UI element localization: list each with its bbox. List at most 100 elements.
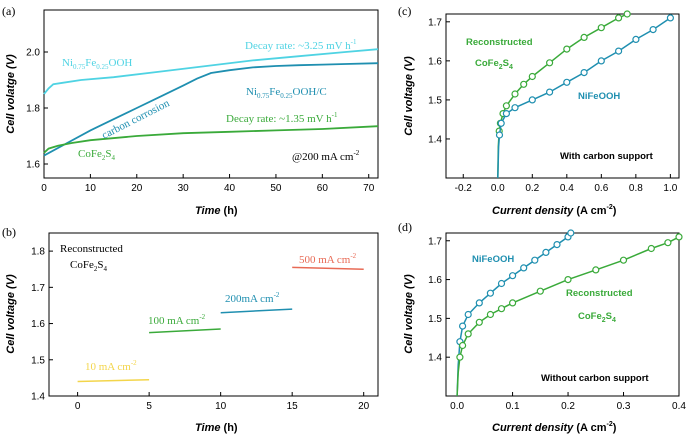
panel-c-series-0-point: [528, 72, 536, 81]
panel-a-decay-bottom: Decay rate: ~1.35 mV h-1: [226, 111, 338, 125]
panel-b-xtick-label: 10: [215, 401, 227, 412]
panel-c-series-1-point: [614, 47, 623, 55]
panel-c-series-0-point: [614, 14, 623, 22]
panel-d-recon-label: Reconstructed: [566, 288, 633, 299]
panel-a-co-label: CoFe2S4: [78, 148, 115, 162]
panel-b-ylabel: Cell voltage (V): [5, 274, 17, 354]
panel-c-series-1-point: [511, 104, 519, 112]
panel-c-xtick-label: 0.8: [629, 183, 643, 194]
panel-d-series-1-point: [486, 310, 494, 319]
panel-c-ylabel: Cell voltage (V): [403, 56, 415, 136]
panel-c-series-1-point: [545, 88, 554, 96]
panel-d-ytick-label: 1.5: [428, 314, 442, 325]
panel-c-series-0-point: [597, 24, 605, 32]
panel-b-frame: [48, 232, 379, 397]
panel-c-ytick-label: 1.4: [428, 134, 442, 145]
panel-c-series-1-point: [528, 96, 536, 104]
panel-a-ytick-label: 2.0: [26, 48, 40, 59]
panel-a-ytick-label: 1.8: [26, 104, 40, 115]
panel-a-xtick-label: 30: [178, 183, 190, 194]
panel-c-series-1-point: [649, 26, 657, 34]
panel-d-ticks: 0.0 0.1 0.2 0.3 0.4 1.4 1.5 1.6 1.7: [428, 236, 686, 412]
panel-c-series-1-point: [597, 57, 605, 65]
panel-b-ticks: 0 5 10 15 20 1.4 1.5 1.6 1.7 1.8: [31, 247, 370, 412]
panel-a-ticks: 0 10 20 30 40 50 60 70 1.6 1.8 2.0: [26, 48, 375, 195]
panel-b-xtick-label: 15: [287, 401, 299, 412]
panel-a-xtick-label: 10: [85, 183, 97, 194]
panel-d-series-0-point: [542, 248, 550, 256]
panel-b-xtick-label: 5: [146, 401, 152, 412]
panel-b-series-1-line: [149, 328, 221, 334]
panel-a-ni-label: Ni0.75Fe0.25OOH: [62, 57, 132, 71]
panel-a-nic-label: Ni0.75Fe0.25OOH/C: [246, 86, 327, 100]
panel-b-xtick-label: 20: [358, 401, 370, 412]
panel-c-co-label: CoFe2S4: [475, 58, 513, 71]
panel-c-xtick-label: 0.6: [594, 183, 608, 194]
panel-a-xtick-label: 70: [363, 183, 375, 194]
panel-d-series-1-point: [664, 239, 672, 247]
panel-c-ticks: -0.2 0.0 0.2 0.4 0.6 0.8 1.0 1.4 1.5 1.6 1.7: [428, 17, 678, 194]
panel-a-series-2-line: [43, 125, 379, 154]
panel-a-xlabel: Time (h): [195, 205, 238, 217]
panel-a-series: [43, 48, 379, 157]
panel-c-series-1-point: [563, 78, 571, 86]
panel-b-series-3-line: [292, 266, 364, 270]
panel-b-ytick-label: 1.4: [31, 392, 45, 403]
panel-d-frame: [445, 232, 680, 397]
panel-d-xtick-label: 0.3: [617, 401, 631, 412]
panel-c-series-1-point: [666, 14, 675, 22]
panel-c-series-0-point: [545, 59, 554, 67]
panel-a: (a) 0 10 20 30 40 50 60 70 1.6 1.8 2.0 Time (h) Ce…: [2, 4, 379, 217]
panel-c-series-0-point: [580, 33, 588, 42]
panel-d-series-0-point: [531, 256, 539, 264]
panel-d-xtick-label: 0.2: [561, 401, 575, 412]
panel-b-series-2-line: [220, 308, 293, 314]
panel-c-series: [495, 10, 675, 179]
panel-d-support-label: Without carbon support: [541, 373, 649, 384]
panel-d-series-0-point: [464, 310, 472, 319]
panel-b-l10: 10 mA cm-2: [85, 359, 137, 373]
panel-c-recon-label: Reconstructed: [466, 37, 533, 48]
panel-c-label: (c): [398, 4, 411, 18]
panel-c-xtick-label: 0.0: [491, 183, 505, 194]
panel-d-series-1-point: [464, 330, 472, 338]
panel-c-xtick-label: 0.4: [560, 183, 574, 194]
panel-c-nifeooh-label: NiFeOOH: [578, 91, 620, 102]
panel-d-series-0-point: [553, 241, 561, 249]
panel-c-series-0-point: [511, 90, 519, 98]
panel-c-ytick-label: 1.6: [428, 56, 442, 67]
panel-a-xtick-label: 20: [131, 183, 143, 194]
panel-d-xlabel: Current density (A cm-2): [492, 421, 617, 434]
panel-b-series-0-line: [77, 378, 150, 383]
panel-a-ylabel: Cell volatge (V): [5, 54, 17, 134]
panel-a-decay-top: Decay rate: ~3.25 mV h-1: [245, 38, 357, 52]
panel-c-series-0-point: [520, 80, 528, 88]
panel-d-series-0-point: [567, 229, 575, 237]
panel-c-xlabel: Current density (A cm-2): [492, 204, 617, 217]
panel-d-series-0-point: [486, 289, 494, 297]
panel-d-series-1-point: [592, 266, 600, 274]
panel-b-series: [77, 266, 364, 383]
panel-a-xtick-label: 50: [270, 183, 282, 194]
panel-c-series-1-point: [495, 131, 504, 139]
panel-a-series-1-line: [43, 62, 379, 157]
panel-a-xtick-label: 40: [224, 183, 236, 194]
panel-d-xtick-label: 0.4: [672, 401, 686, 412]
panel-c-support-label: With carbon support: [560, 151, 654, 162]
panel-a-xtick-label: 0: [41, 183, 47, 194]
panel-a-current-label: @200 mA cm-2: [292, 149, 360, 163]
panel-c-series-0-point: [502, 102, 510, 110]
panel-d-ylabel: Cell voltage (V): [403, 274, 415, 354]
panel-b-ytick-label: 1.7: [31, 283, 45, 294]
panel-c-series-1-point: [632, 35, 640, 44]
panel-b-recon-label: Reconstructed: [60, 243, 123, 255]
panel-c-series-1-point: [497, 119, 505, 127]
panel-d-series-1-point: [475, 318, 483, 326]
panel-d-series: [456, 229, 683, 397]
panel-d-series-1-point: [497, 305, 506, 313]
panel-d-series-1-point: [456, 353, 464, 361]
panel-a-ytick-label: 1.6: [26, 160, 40, 171]
panel-d: (d) 0.0 0.1 0.2 0.3 0.4 1.4 1.5 1.6 1.7 Current …: [398, 220, 686, 434]
panel-c: (c) -0.2 0.0 0.2 0.4 0.6 0.8 1.0 1.4 1.5 1.6 1.7 C…: [398, 4, 680, 217]
